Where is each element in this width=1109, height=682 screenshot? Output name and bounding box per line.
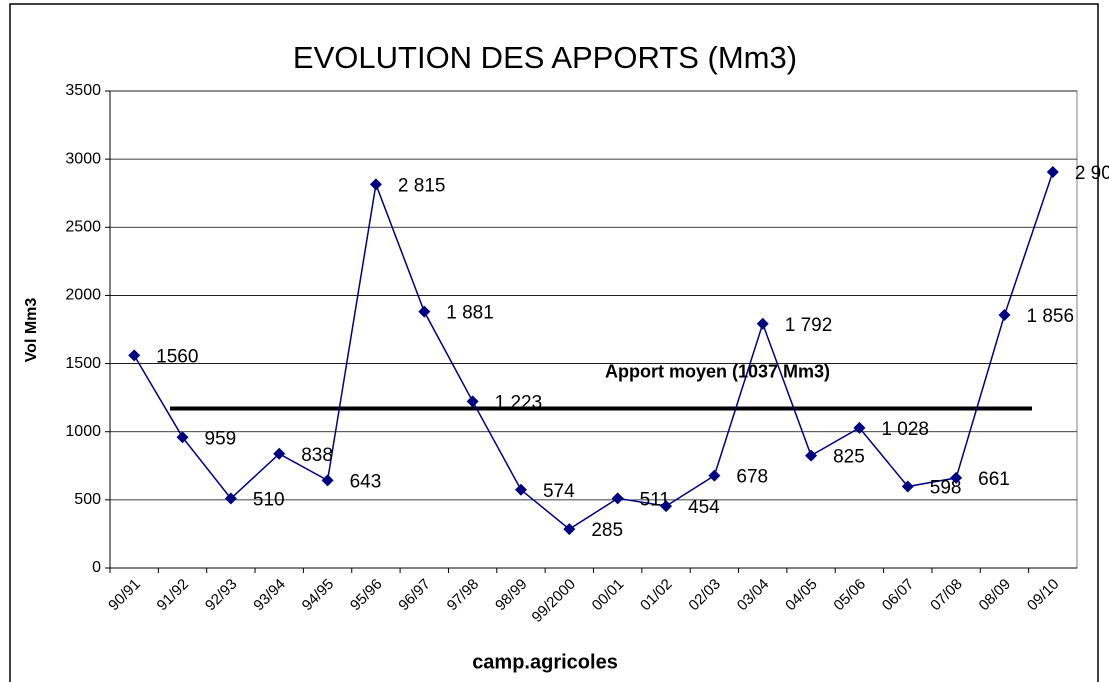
data-point bbox=[514, 483, 527, 496]
data-point bbox=[660, 500, 673, 513]
y-tick-label: 2500 bbox=[65, 219, 101, 236]
data-point bbox=[128, 349, 141, 362]
data-point bbox=[418, 305, 431, 318]
data-label: 1 881 bbox=[446, 303, 494, 324]
data-point bbox=[998, 309, 1011, 322]
chart-title: EVOLUTION DES APPORTS (Mm3) bbox=[293, 40, 797, 75]
data-label: 2 815 bbox=[398, 175, 446, 196]
data-point bbox=[853, 421, 866, 434]
data-point bbox=[611, 492, 624, 505]
data-label: 1 856 bbox=[1026, 306, 1074, 327]
y-tick-label: 1000 bbox=[65, 423, 101, 440]
data-label: 2 906 bbox=[1075, 163, 1109, 184]
data-point bbox=[321, 474, 334, 487]
y-tick-label: 500 bbox=[74, 491, 101, 508]
series-line bbox=[133, 171, 1054, 531]
data-point bbox=[805, 449, 818, 462]
data-label: 574 bbox=[543, 481, 575, 502]
data-point bbox=[466, 395, 479, 408]
data-label: 454 bbox=[688, 497, 720, 518]
data-label: 825 bbox=[833, 447, 865, 468]
data-label: 598 bbox=[930, 478, 962, 499]
data-point bbox=[369, 178, 382, 191]
data-point bbox=[273, 447, 286, 460]
data-label: 959 bbox=[205, 428, 237, 449]
y-tick-label: 2000 bbox=[65, 287, 101, 304]
data-label: 678 bbox=[736, 467, 768, 488]
chart-frame bbox=[9, 3, 1099, 682]
y-tick-label: 3500 bbox=[65, 82, 101, 99]
x-axis-label: camp.agricoles bbox=[472, 651, 618, 673]
mean-line-label: Apport moyen (1037 Mm3) bbox=[605, 361, 830, 381]
data-label: 661 bbox=[978, 469, 1010, 490]
data-label: 838 bbox=[301, 445, 333, 466]
data-label: 1560 bbox=[156, 346, 198, 367]
data-label: 510 bbox=[253, 490, 285, 511]
data-label: 643 bbox=[350, 471, 382, 492]
data-label: 1 792 bbox=[785, 315, 833, 336]
data-point bbox=[901, 480, 914, 493]
data-point bbox=[224, 492, 237, 505]
data-point bbox=[950, 471, 963, 484]
data-point bbox=[708, 469, 721, 482]
y-tick-label: 0 bbox=[92, 559, 101, 576]
data-label: 1 223 bbox=[495, 392, 543, 413]
data-label: 285 bbox=[591, 520, 623, 541]
data-point bbox=[563, 523, 576, 536]
y-axis-label: Vol Mm3 bbox=[23, 298, 40, 363]
y-tick-label: 1500 bbox=[65, 355, 101, 372]
y-tick-label: 3000 bbox=[65, 150, 101, 167]
data-point bbox=[756, 317, 769, 330]
data-label: 1 028 bbox=[881, 419, 929, 440]
data-point bbox=[176, 431, 189, 444]
data-point bbox=[1046, 165, 1059, 178]
